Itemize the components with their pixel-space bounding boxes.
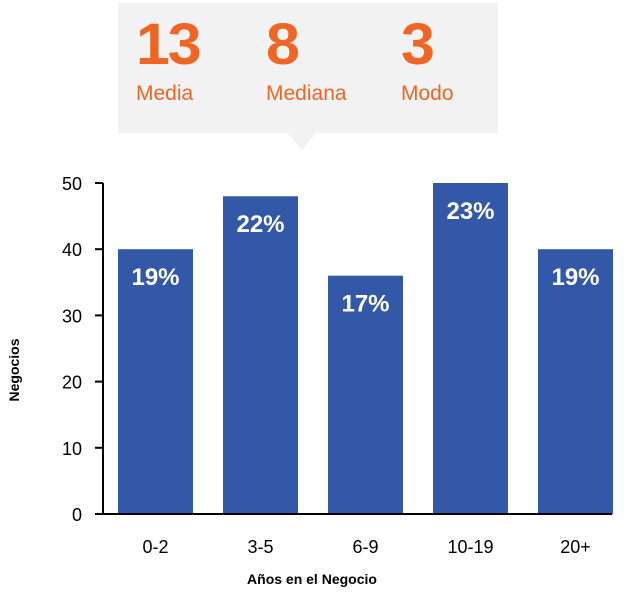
x-tick-label-6-9: 6-9 — [352, 537, 378, 557]
x-tick-label-0-2: 0-2 — [142, 537, 168, 557]
bar-20+ — [538, 249, 613, 514]
bar-data-label-3-5: 22% — [236, 211, 284, 238]
x-tick-label-3-5: 3-5 — [247, 537, 273, 557]
bar-data-label-6-9: 17% — [341, 291, 389, 318]
stat-mean: 13 Media — [136, 12, 202, 107]
summary-stats-box: 13 Media 8 Mediana 3 Modo — [118, 3, 498, 133]
bar-labels-group: 19% 22% 17% 23% 19% — [131, 198, 599, 318]
stats-pointer — [288, 133, 316, 150]
y-tick-label-5: 50 — [62, 174, 82, 194]
bar-data-label-0-2: 19% — [131, 264, 179, 291]
stat-mode-value: 3 — [401, 12, 435, 77]
y-tick-label-0: 0 — [72, 505, 82, 525]
stat-mode-label: Modo — [401, 82, 454, 105]
stat-mean-value: 13 — [136, 12, 202, 77]
y-ticks-group: 0 10 20 30 40 50 — [62, 174, 103, 525]
y-tick-label-3: 30 — [62, 306, 82, 326]
y-tick-label-2: 20 — [62, 373, 82, 393]
x-axis-title: Años en el Negocio — [247, 571, 377, 587]
stat-median-label: Mediana — [266, 82, 347, 105]
bar-data-label-10-19: 23% — [446, 198, 494, 225]
bar-data-label-20+: 19% — [551, 264, 599, 291]
stat-median-value: 8 — [266, 12, 300, 77]
bar-10-19 — [433, 183, 508, 514]
stat-median: 8 Mediana — [266, 13, 347, 107]
bar-6-9 — [328, 275, 403, 514]
y-tick-label-1: 10 — [62, 439, 82, 459]
x-tick-label-10-19: 10-19 — [447, 537, 493, 557]
stat-mean-label: Media — [136, 82, 194, 105]
bar-3-5 — [223, 196, 298, 515]
bar-0-2 — [118, 249, 193, 514]
x-ticks-group: 0-2 3-5 6-9 10-19 20+ — [142, 537, 590, 557]
bars-group — [118, 183, 613, 515]
y-tick-label-4: 40 — [62, 240, 82, 260]
stat-mode: 3 Modo — [401, 13, 454, 107]
y-axis-title: Negocios — [6, 338, 22, 401]
x-tick-label-20+: 20+ — [560, 537, 591, 557]
